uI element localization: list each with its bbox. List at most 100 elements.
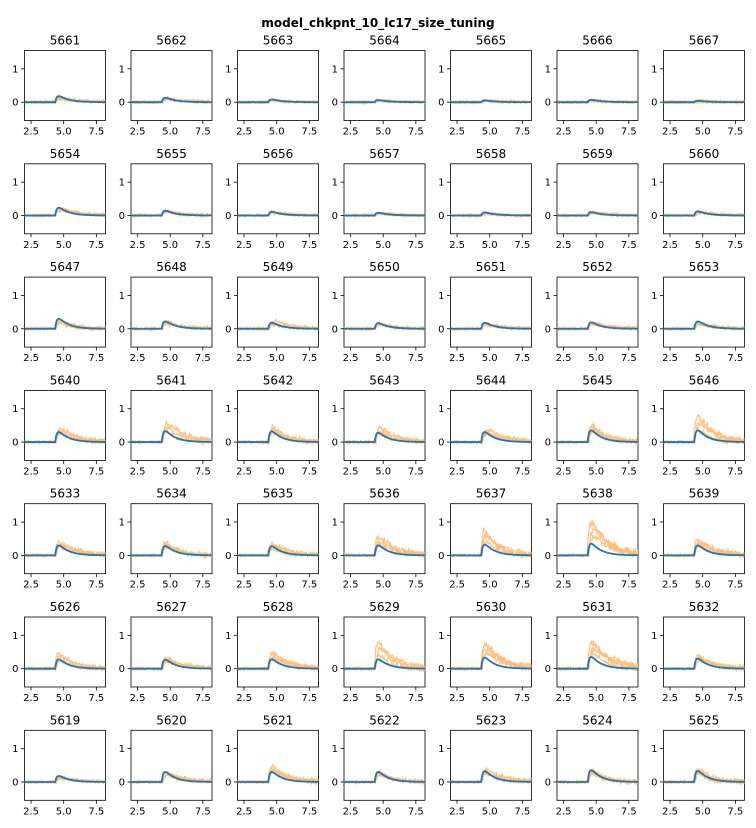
plot-area: [450, 640, 532, 672]
model-trace: [450, 543, 532, 557]
plot-area: [24, 651, 106, 672]
x-tick-label: 2.5: [343, 240, 359, 251]
plot-area: [450, 427, 532, 446]
y-tick-label: 0: [438, 777, 444, 788]
y-tick-label: 1: [119, 291, 125, 302]
panel-frame: [130, 276, 213, 348]
x-tick-label: 7.5: [195, 580, 211, 591]
model-trace: [24, 775, 106, 783]
panel: 5643 2.5 5.0 7.5 0 1: [332, 373, 426, 477]
y-tick-label: 0: [332, 777, 338, 788]
model-trace: [131, 430, 212, 443]
y-tick-label: 0: [545, 551, 551, 562]
y-tick-label: 0: [332, 98, 338, 109]
x-tick-label: 7.5: [621, 240, 637, 251]
plot-area: [131, 208, 212, 219]
x-tick-label: 2.5: [449, 127, 465, 138]
model-trace: [131, 545, 212, 557]
y-tick-label: 0: [438, 98, 444, 109]
panel-frame: [343, 50, 426, 121]
panel: 5626 2.5 5.0 7.5 0 1: [12, 600, 106, 704]
x-tick-label: 5.0: [695, 580, 711, 591]
x-tick-label: 5.0: [162, 353, 178, 364]
x-tick-label: 2.5: [23, 693, 39, 704]
x-tick-label: 7.5: [408, 240, 424, 251]
x-tick-label: 2.5: [236, 806, 252, 817]
panel: 5631 2.5 5.0 7.5 0 1: [545, 600, 639, 704]
panel-frame: [130, 503, 213, 575]
y-tick-label: 0: [651, 438, 657, 449]
model-trace: [344, 544, 425, 557]
y-tick-label: 1: [332, 744, 338, 755]
plot-area: [344, 640, 425, 674]
y-tick-label: 0: [332, 438, 338, 449]
x-tick-label: 2.5: [662, 806, 678, 817]
y-tick-label: 1: [12, 291, 18, 302]
panel-title: 5666: [582, 34, 613, 48]
model-trace: [237, 98, 319, 104]
x-tick-label: 5.0: [269, 693, 285, 704]
plot-area: [344, 424, 425, 446]
plot-area: [344, 534, 425, 559]
panel-title: 5630: [476, 600, 507, 614]
y-tick-label: 0: [438, 324, 444, 335]
x-tick-label: 5.0: [588, 806, 604, 817]
panel-title: 5657: [369, 147, 400, 161]
x-tick-label: 7.5: [727, 580, 743, 591]
y-tick-label: 1: [545, 518, 551, 529]
panel: 5636 2.5 5.0 7.5 0 1: [332, 487, 426, 591]
panel-title: 5621: [263, 713, 294, 727]
y-tick-label: 0: [651, 551, 657, 562]
plot-area: [237, 98, 319, 106]
panel-title: 5628: [263, 600, 294, 614]
x-tick-label: 7.5: [514, 240, 530, 251]
x-tick-label: 5.0: [162, 580, 178, 591]
y-tick-label: 1: [12, 404, 18, 415]
plot-area: [557, 767, 638, 786]
y-tick-label: 0: [225, 777, 231, 788]
x-tick-label: 7.5: [88, 127, 104, 138]
y-tick-label: 1: [545, 64, 551, 75]
plot-area: [663, 413, 745, 446]
panel: 5667 2.5 5.0 7.5 0 1: [651, 34, 745, 138]
panel-frame: [237, 503, 319, 575]
panel: 5619 2.5 5.0 7.5 0 1: [12, 713, 106, 817]
y-tick-label: 1: [438, 631, 444, 642]
x-tick-label: 5.0: [375, 580, 391, 591]
y-tick-label: 1: [225, 631, 231, 642]
plot-area: [663, 209, 745, 219]
panel: 5624 2.5 5.0 7.5 0 1: [545, 713, 639, 817]
panel: 5661 2.5 5.0 7.5 0 1: [12, 34, 106, 138]
y-tick-label: 1: [332, 631, 338, 642]
plot-area: [557, 97, 638, 106]
panel-frame: [556, 276, 639, 348]
x-tick-label: 2.5: [130, 693, 146, 704]
panel-title: 5659: [582, 147, 613, 161]
panel-frame: [663, 503, 745, 575]
x-tick-label: 7.5: [727, 466, 743, 477]
panel: 5658 2.5 5.0 7.5 0 1: [438, 147, 532, 251]
y-tick-label: 1: [651, 291, 657, 302]
x-tick-label: 7.5: [727, 353, 743, 364]
model-trace: [450, 321, 532, 330]
x-tick-label: 2.5: [343, 693, 359, 704]
panel-title: 5629: [369, 600, 400, 614]
panel-frame: [130, 50, 213, 121]
y-tick-label: 0: [545, 664, 551, 675]
x-tick-label: 2.5: [343, 466, 359, 477]
x-tick-label: 7.5: [301, 240, 317, 251]
plot-area: [557, 640, 638, 672]
panel-frame: [450, 729, 532, 801]
model-trace: [24, 431, 106, 443]
x-tick-label: 7.5: [301, 127, 317, 138]
panel-title: 5667: [689, 34, 720, 48]
panel-frame: [663, 729, 745, 801]
x-tick-label: 5.0: [375, 127, 391, 138]
x-tick-label: 2.5: [662, 127, 678, 138]
x-tick-label: 7.5: [408, 353, 424, 364]
plot-area: [450, 526, 532, 560]
y-tick-label: 0: [12, 98, 18, 109]
x-tick-label: 2.5: [556, 693, 572, 704]
x-tick-label: 5.0: [162, 693, 178, 704]
